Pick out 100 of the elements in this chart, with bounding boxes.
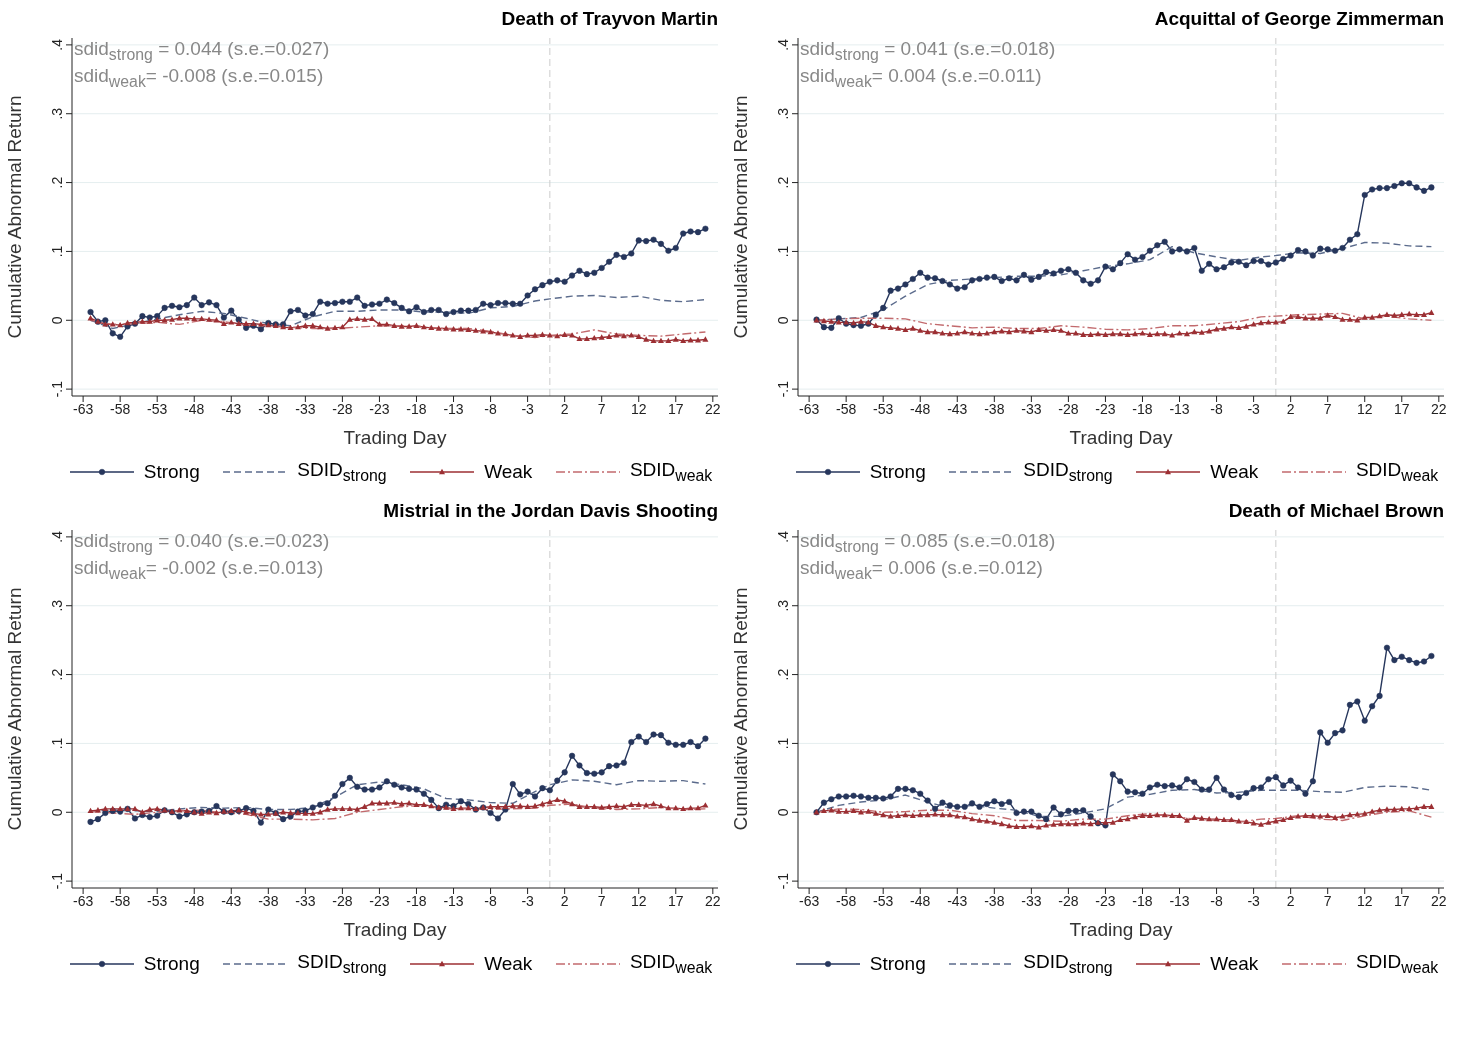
x-tick-label: -38	[258, 400, 279, 417]
legend-label: Strong	[143, 461, 200, 483]
chart-title: Death of Michael Brown	[1227, 500, 1445, 523]
x-tick-label: -38	[258, 892, 279, 909]
y-tick-label: .1	[775, 245, 791, 258]
legend-label: SDID$_{weak}$	[1355, 951, 1439, 977]
legend-label: SDID$_{strong}$	[1023, 951, 1113, 977]
x-tick-label: -43	[947, 892, 968, 909]
x-tick-label: -43	[947, 400, 968, 417]
annotation: sdid$_{weak}$= -0.008 (s.e.=0.015)	[74, 64, 325, 92]
x-tick-label: -8	[484, 892, 497, 909]
annotation: sdid$_{strong}$ = 0.040 (s.e.=0.023)	[74, 530, 330, 557]
chart-title: Death of Trayvon Martin	[500, 8, 719, 31]
y-tick-label: -.1	[49, 872, 65, 890]
y-tick-label: -.1	[775, 380, 791, 398]
y-tick-label: 0	[775, 316, 791, 325]
x-axis-title: Trading Day	[343, 427, 447, 448]
legend-label: Weak	[1210, 953, 1259, 975]
x-tick-label: -3	[521, 892, 535, 909]
legend-label: Strong	[869, 953, 926, 975]
y-tick-label: .3	[775, 107, 791, 120]
y-tick-label: 0	[49, 808, 65, 817]
y-tick-label: .2	[775, 668, 791, 681]
x-axis-title: Trading Day	[1069, 919, 1173, 940]
y-tick-label: .3	[49, 107, 65, 120]
x-tick-label: -63	[799, 400, 820, 417]
x-tick-label: -3	[521, 400, 535, 417]
x-tick-label: 12	[630, 400, 647, 417]
x-tick-label: -38	[984, 400, 1005, 417]
x-tick-label: -13	[443, 400, 464, 417]
x-tick-label: 7	[597, 892, 606, 909]
legend-label: Weak	[484, 953, 533, 975]
y-tick-label: .1	[49, 737, 65, 750]
x-tick-label: -18	[406, 892, 427, 909]
x-tick-label: 22	[705, 400, 721, 417]
legend-label: Strong	[143, 953, 200, 975]
legend-label: Weak	[484, 461, 533, 483]
x-tick-label: 22	[1431, 400, 1447, 417]
x-tick-label: -23	[1095, 400, 1116, 417]
y-tick-label: .4	[775, 530, 791, 543]
x-tick-label: -58	[110, 892, 131, 909]
x-tick-label: -13	[1169, 400, 1190, 417]
x-tick-label: -33	[295, 892, 316, 909]
legend-label: SDID$_{strong}$	[297, 459, 387, 485]
x-tick-label: 12	[1356, 400, 1373, 417]
y-tick-label: .4	[49, 38, 65, 51]
x-tick-label: -23	[369, 400, 390, 417]
x-tick-label: 17	[1393, 400, 1410, 417]
x-tick-label: -18	[1132, 400, 1153, 417]
x-tick-label: -8	[1210, 892, 1223, 909]
y-tick-label: 0	[49, 316, 65, 325]
x-tick-label: -63	[799, 892, 820, 909]
x-tick-label: 17	[1393, 892, 1410, 909]
y-tick-label: .4	[49, 530, 65, 543]
x-tick-label: -18	[406, 400, 427, 417]
legend-label: SDID$_{strong}$	[1023, 459, 1113, 485]
x-tick-label: 22	[1431, 892, 1447, 909]
annotation: sdid$_{weak}$= 0.006 (s.e.=0.012)	[800, 556, 1044, 584]
x-tick-label: -3	[1247, 892, 1261, 909]
x-tick-label: -43	[221, 400, 242, 417]
chart-title: Mistrial in the Jordan Davis Shooting	[382, 500, 719, 523]
x-tick-label: 12	[630, 892, 647, 909]
annotation: sdid$_{strong}$ = 0.041 (s.e.=0.018)	[800, 38, 1056, 65]
y-tick-label: -.1	[775, 872, 791, 890]
x-tick-label: 2	[1286, 400, 1295, 417]
x-tick-label: -8	[1210, 400, 1223, 417]
y-tick-label: .2	[775, 176, 791, 189]
x-tick-label: -28	[1058, 892, 1079, 909]
x-tick-label: -23	[369, 892, 390, 909]
x-tick-label: -8	[484, 400, 497, 417]
x-tick-label: -28	[332, 400, 353, 417]
x-tick-label: -33	[295, 400, 316, 417]
x-tick-label: 2	[1286, 892, 1295, 909]
annotation: sdid$_{strong}$ = 0.044 (s.e.=0.027)	[74, 38, 330, 65]
x-tick-label: -48	[184, 892, 205, 909]
x-tick-label: -33	[1021, 892, 1042, 909]
y-tick-label: -.1	[49, 380, 65, 398]
x-tick-label: -53	[147, 400, 168, 417]
x-tick-label: 7	[1323, 400, 1332, 417]
annotation: sdid$_{weak}$= -0.002 (s.e.=0.013)	[74, 556, 325, 584]
x-tick-label: -3	[1247, 400, 1261, 417]
x-tick-label: -18	[1132, 892, 1153, 909]
legend-label: Weak	[1210, 461, 1259, 483]
x-tick-label: -58	[836, 400, 857, 417]
x-tick-label: -28	[332, 892, 353, 909]
x-tick-label: 22	[705, 892, 721, 909]
x-tick-label: -58	[110, 400, 131, 417]
annotation: sdid$_{weak}$= 0.004 (s.e.=0.011)	[800, 64, 1043, 92]
y-tick-label: .2	[49, 668, 65, 681]
x-tick-label: -38	[984, 892, 1005, 909]
y-tick-label: .1	[775, 737, 791, 750]
x-tick-label: 2	[560, 892, 569, 909]
x-tick-label: -48	[910, 892, 931, 909]
x-tick-label: -33	[1021, 400, 1042, 417]
x-tick-label: -53	[147, 892, 168, 909]
y-tick-label: .3	[775, 599, 791, 612]
legend-label: Strong	[869, 461, 926, 483]
x-tick-label: 17	[667, 892, 684, 909]
y-tick-label: .4	[775, 38, 791, 51]
x-tick-label: -53	[873, 400, 894, 417]
